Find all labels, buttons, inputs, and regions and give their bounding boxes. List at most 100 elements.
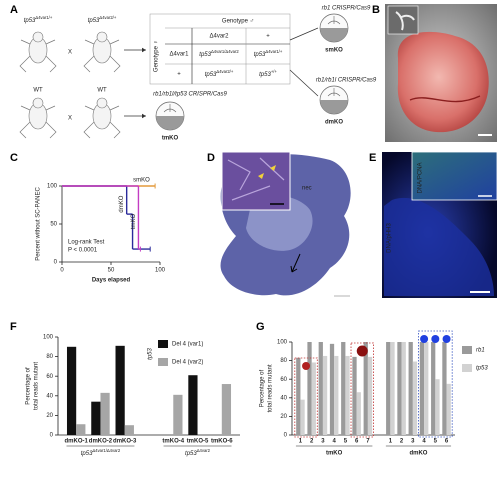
x-tick-label: 2 — [400, 439, 404, 445]
cross-sign: X — [68, 116, 72, 122]
legend-title: tp53 — [148, 348, 154, 360]
bar — [397, 342, 402, 435]
allele: Δ4var1/+ — [265, 49, 282, 54]
legend-swatch — [462, 364, 472, 372]
frog-legs — [83, 105, 121, 139]
y-tick-label: 100 — [43, 335, 54, 341]
allele: Δ4var2/+ — [99, 15, 116, 20]
frog-head — [32, 31, 44, 43]
bar — [408, 342, 413, 435]
row-header: Δ4var1 — [169, 52, 189, 58]
y-tick-label: 60 — [46, 374, 53, 380]
x-axis-label: Days elapsed — [92, 278, 131, 284]
panel-letter: F — [10, 321, 17, 333]
legend-label: Del 4 (var2) — [172, 360, 203, 366]
bar — [124, 425, 134, 435]
bar — [76, 424, 86, 435]
genotype-cell: tp53Δ4var1/Δ4var2 — [199, 49, 239, 58]
x-tick-label: 50 — [108, 268, 115, 274]
split-lines — [289, 27, 319, 97]
x-tick-label: tmKO-6 — [211, 439, 233, 445]
x-tick-label: 5 — [434, 439, 438, 445]
column-header: + — [266, 34, 270, 40]
genotype-cell: tp53Δ4var1/+ — [254, 49, 283, 58]
allele: Δ4var1/Δ4var2 — [211, 49, 239, 54]
x-tick-label: 1 — [389, 439, 393, 445]
group-label: tmKO — [326, 451, 343, 457]
legend-label: rb1 — [476, 348, 485, 354]
highlight-dot — [442, 335, 451, 343]
x-tick-label: 7 — [366, 439, 370, 445]
series-label: smKO — [133, 178, 150, 184]
group-label: tp53Δ4var1/Δ4var2 — [81, 448, 121, 457]
bar — [341, 342, 346, 435]
frog-icon — [19, 31, 57, 73]
x-tick-label: 3 — [411, 439, 415, 445]
embryo-icon — [319, 13, 349, 43]
x-tick-label: tmKO-5 — [187, 439, 209, 445]
model-label: tmKO — [162, 136, 179, 142]
reagent-label: rb1 CRISPR/Cas9 — [322, 6, 371, 12]
bar — [390, 342, 395, 435]
y-tick-label: 40 — [280, 395, 287, 401]
allele: +/+ — [271, 69, 278, 74]
x-tick-label: 2 — [310, 439, 314, 445]
embryo-half — [156, 116, 184, 130]
bar — [307, 342, 312, 435]
x-tick-label: 4 — [422, 439, 426, 445]
annotation: P < 0.0001 — [68, 248, 98, 254]
series-label: dmKO — [119, 195, 125, 212]
annotation: Log-rank Test — [68, 240, 105, 246]
region-label: nec — [302, 186, 312, 192]
parent-genotype: WT — [97, 88, 107, 94]
bar — [300, 399, 305, 435]
bar — [401, 342, 406, 435]
frog-legs — [19, 39, 57, 73]
bar — [442, 342, 447, 435]
x-tick-label: 100 — [155, 268, 166, 274]
y-tick-label: 100 — [277, 340, 288, 346]
group-label: dmKO — [409, 451, 427, 457]
highlight-box — [350, 342, 374, 438]
arrow-head — [142, 47, 146, 53]
allele: Δ4var2/+ — [216, 69, 233, 74]
x-tick-label: 4 — [332, 439, 336, 445]
x-tick-label: dmKO-3 — [113, 439, 137, 445]
bar — [334, 355, 339, 435]
bar — [367, 356, 373, 435]
y-tick-label: 20 — [280, 414, 287, 420]
frog-head — [96, 31, 108, 43]
y-tick-label: 60 — [280, 377, 287, 383]
highlight-dot — [302, 362, 311, 370]
y-tick-label: 80 — [280, 358, 287, 364]
highlight-dot — [356, 345, 368, 357]
bar — [356, 392, 361, 435]
embryo-half — [320, 100, 348, 114]
embryo-detail — [327, 88, 341, 97]
panel-letter: B — [372, 4, 380, 16]
photo-b — [385, 4, 497, 142]
x-tick-label: 0 — [60, 268, 64, 274]
x-tick-label: 5 — [344, 439, 348, 445]
gene: tp53 — [259, 72, 271, 78]
table-caption: Genotype ♂ — [222, 19, 254, 25]
legend-swatch — [462, 346, 472, 354]
stain-label: DNA/pHH3 — [387, 223, 393, 253]
allele: Δ4var1/+ — [35, 15, 52, 20]
y-tick-label: 0 — [284, 433, 288, 439]
highlight-dot — [431, 335, 440, 343]
parent-genotype: WT — [33, 88, 43, 94]
bar — [311, 362, 316, 435]
legend-swatch — [158, 358, 168, 366]
fluorescence-e — [382, 151, 498, 298]
frog-legs — [19, 105, 57, 139]
stain-label: DNA/PCNA — [418, 162, 424, 193]
gene: tp53 — [24, 18, 36, 24]
bar — [100, 392, 110, 435]
bar — [345, 355, 350, 435]
y-tick-label: 0 — [54, 260, 58, 266]
reagent-label: rb1/rb1l/tp53 CRISPR/Cas9 — [153, 92, 227, 98]
embryo-detail — [327, 16, 341, 25]
frog-head — [32, 97, 44, 109]
